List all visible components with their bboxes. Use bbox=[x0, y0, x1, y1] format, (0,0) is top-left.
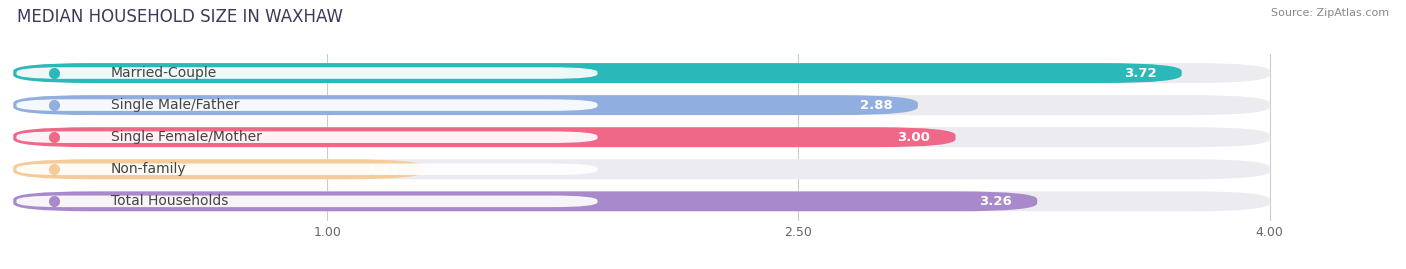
Text: Source: ZipAtlas.com: Source: ZipAtlas.com bbox=[1271, 8, 1389, 18]
FancyBboxPatch shape bbox=[13, 127, 956, 147]
FancyBboxPatch shape bbox=[13, 192, 1038, 211]
Text: Total Households: Total Households bbox=[111, 194, 228, 208]
Text: 2.88: 2.88 bbox=[860, 99, 893, 112]
FancyBboxPatch shape bbox=[17, 164, 598, 175]
Text: MEDIAN HOUSEHOLD SIZE IN WAXHAW: MEDIAN HOUSEHOLD SIZE IN WAXHAW bbox=[17, 8, 343, 26]
FancyBboxPatch shape bbox=[13, 127, 1270, 147]
FancyBboxPatch shape bbox=[13, 63, 1181, 83]
Text: Non-family: Non-family bbox=[111, 162, 187, 176]
Text: 3.26: 3.26 bbox=[980, 195, 1012, 208]
FancyBboxPatch shape bbox=[13, 95, 1270, 115]
Text: 3.72: 3.72 bbox=[1123, 66, 1157, 80]
FancyBboxPatch shape bbox=[13, 159, 1270, 179]
Text: 1.31: 1.31 bbox=[367, 163, 399, 176]
Text: Married-Couple: Married-Couple bbox=[111, 66, 217, 80]
FancyBboxPatch shape bbox=[13, 159, 425, 179]
FancyBboxPatch shape bbox=[13, 192, 1270, 211]
FancyBboxPatch shape bbox=[17, 99, 598, 111]
FancyBboxPatch shape bbox=[17, 67, 598, 79]
Text: Single Female/Mother: Single Female/Mother bbox=[111, 130, 262, 144]
FancyBboxPatch shape bbox=[13, 95, 918, 115]
FancyBboxPatch shape bbox=[17, 196, 598, 207]
FancyBboxPatch shape bbox=[17, 132, 598, 143]
Text: Single Male/Father: Single Male/Father bbox=[111, 98, 239, 112]
FancyBboxPatch shape bbox=[13, 63, 1270, 83]
Text: 3.00: 3.00 bbox=[897, 131, 931, 144]
